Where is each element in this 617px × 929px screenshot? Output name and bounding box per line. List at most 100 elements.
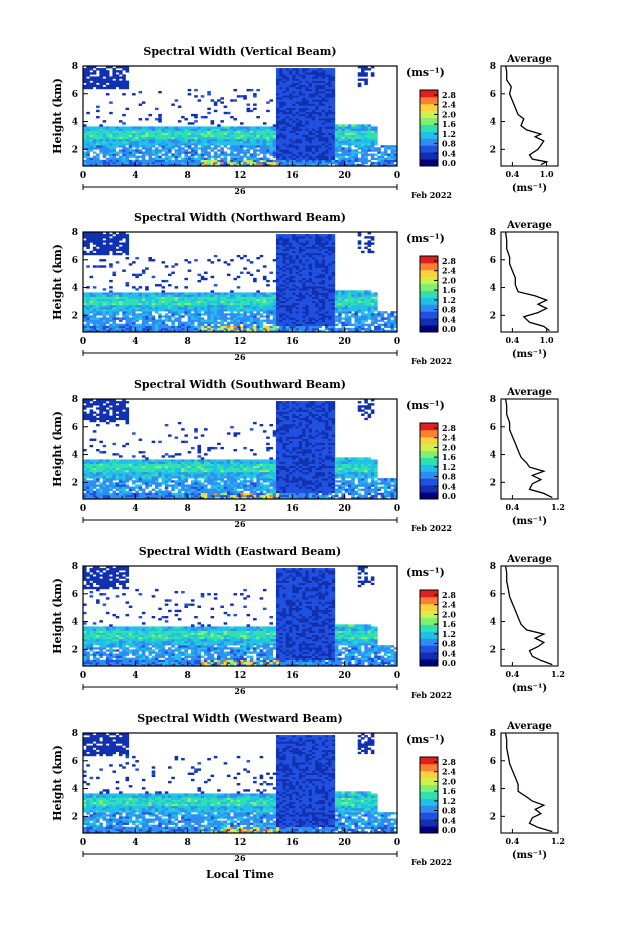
heatmap-cell xyxy=(315,250,319,254)
heatmap-cell xyxy=(86,70,90,73)
heatmap-cell xyxy=(295,116,300,119)
heatmap-cell xyxy=(99,143,103,146)
heatmap-cell xyxy=(315,309,319,312)
heatmap-cell xyxy=(187,163,192,167)
heatmap-cell xyxy=(380,329,385,333)
heatmap-cell xyxy=(295,259,300,262)
heatmap-cell xyxy=(122,128,126,131)
heatmap-cell xyxy=(377,319,381,322)
heatmap-cell xyxy=(138,103,143,106)
heatmap-cell xyxy=(118,248,123,252)
heatmap-cell xyxy=(325,124,329,127)
heatmap-cell xyxy=(89,78,94,81)
heatmap-cell xyxy=(347,130,352,133)
heatmap-cell xyxy=(279,138,283,142)
heatmap-cell xyxy=(311,93,316,96)
heatmap-cell xyxy=(249,329,254,333)
heatmap-cell xyxy=(338,163,342,167)
heatmap-cell xyxy=(364,242,368,245)
heatmap-cell xyxy=(328,286,332,289)
heatmap-cell xyxy=(292,143,296,146)
heatmap-cell xyxy=(266,294,270,297)
heatmap-cell xyxy=(331,80,336,83)
heatmap-cell xyxy=(125,147,130,150)
colorbar-segment xyxy=(420,259,438,264)
heatmap-cell xyxy=(89,304,94,308)
heatmap-cell xyxy=(351,155,355,158)
heatmap-cell xyxy=(308,105,313,108)
heatmap-cell xyxy=(158,329,162,333)
heatmap-cell xyxy=(86,74,90,77)
heatmap-cell xyxy=(374,163,378,167)
heatmap-cell xyxy=(200,163,205,167)
heatmap-cell xyxy=(347,141,352,144)
heatmap-cell xyxy=(105,300,110,304)
heatmap-cell xyxy=(328,105,332,108)
heatmap-cell xyxy=(367,126,372,129)
heatmap-cell xyxy=(331,91,336,94)
heatmap-cell xyxy=(285,78,290,81)
heatmap-cell xyxy=(285,284,290,287)
heatmap-cell xyxy=(246,157,251,161)
heatmap-cell xyxy=(344,300,349,304)
heatmap-cell xyxy=(328,70,332,73)
heatmap-cell xyxy=(256,141,260,144)
heatmap-cell xyxy=(318,279,323,283)
heatmap-cell xyxy=(347,124,352,127)
heatmap-cell xyxy=(122,325,126,329)
heatmap-cell xyxy=(272,323,277,327)
heatmap-cell xyxy=(295,282,300,285)
heatmap-cell xyxy=(361,161,365,165)
heatmap-cell xyxy=(99,134,103,138)
heatmap-cell xyxy=(318,141,323,144)
heatmap-cell xyxy=(210,296,215,299)
heatmap-cell xyxy=(138,91,143,94)
heatmap-cell xyxy=(390,149,395,152)
heatmap-cell xyxy=(243,254,247,258)
heatmap-cell xyxy=(289,107,293,111)
heatmap-cell xyxy=(115,296,120,299)
heatmap-cell xyxy=(387,161,391,165)
heatmap-cell xyxy=(89,86,94,90)
heatmap-cell xyxy=(99,86,103,90)
heatmap-cell xyxy=(289,78,293,81)
heatmap-cell xyxy=(168,134,172,138)
heatmap-cell xyxy=(325,323,329,327)
heatmap-cell xyxy=(302,265,306,268)
heatmap-cell xyxy=(86,244,90,247)
heatmap-cell xyxy=(125,307,130,310)
heatmap-cell xyxy=(341,161,345,165)
heatmap-cell xyxy=(92,319,97,322)
heatmap-cell xyxy=(226,294,231,297)
heatmap-cell xyxy=(302,163,306,167)
heatmap-cell xyxy=(285,313,290,316)
heatmap-cell xyxy=(125,244,130,247)
heatmap-cell xyxy=(96,242,100,245)
heatmap-cell xyxy=(279,93,283,96)
heatmap-cell xyxy=(338,124,342,127)
heatmap-cell xyxy=(112,76,117,79)
heatmap-cell xyxy=(331,263,336,266)
heatmap-cell xyxy=(311,130,316,133)
heatmap-cell xyxy=(246,134,251,138)
heatmap-cell xyxy=(292,145,296,148)
heatmap-cell xyxy=(154,304,159,308)
heatmap-cell xyxy=(207,143,211,146)
heatmap-cell xyxy=(83,163,87,167)
heatmap-cell xyxy=(344,130,349,133)
heatmap-cell xyxy=(233,126,238,129)
heatmap-cell xyxy=(364,319,368,322)
heatmap-cell xyxy=(321,138,326,142)
heatmap-cell xyxy=(177,136,182,140)
heatmap-cell xyxy=(275,288,280,291)
heatmap-cell xyxy=(282,159,287,163)
heatmap-cell xyxy=(272,128,277,131)
heatmap-cell xyxy=(266,296,270,299)
heatmap-cell xyxy=(204,304,208,308)
heatmap-cell xyxy=(135,136,139,140)
heatmap-cell xyxy=(112,317,117,320)
heatmap-cell xyxy=(89,157,94,161)
heatmap-cell xyxy=(109,238,113,241)
heatmap-cell xyxy=(331,284,336,287)
heatmap-cell xyxy=(161,145,166,148)
